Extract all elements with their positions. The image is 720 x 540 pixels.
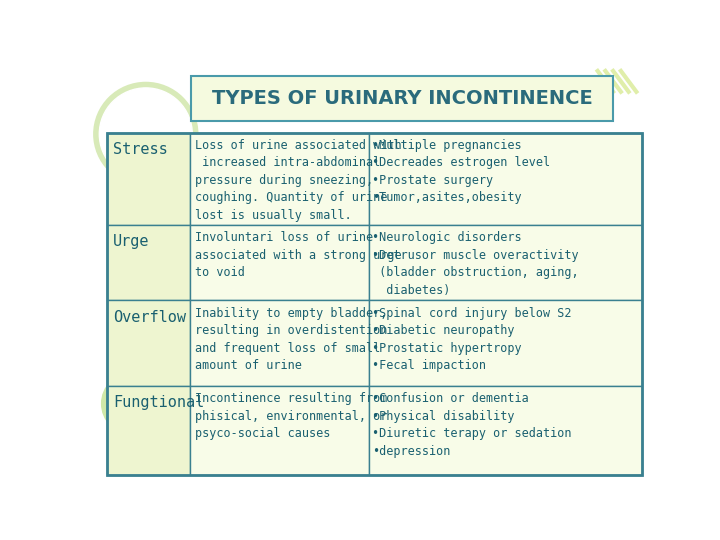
Text: Overflow: Overflow <box>113 310 186 325</box>
Circle shape <box>111 382 154 425</box>
FancyBboxPatch shape <box>107 386 190 475</box>
Text: Loss of urine associated with
 increased intra-abdominal
pressure during sneezin: Loss of urine associated with increased … <box>194 139 401 222</box>
Text: •Multiple pregnancies
•Decreades estrogen level
•Prostate surgery
•Tumor,asites,: •Multiple pregnancies •Decreades estroge… <box>372 139 550 204</box>
FancyBboxPatch shape <box>107 132 190 225</box>
FancyBboxPatch shape <box>190 225 369 300</box>
Text: •Neurologic disorders
•Detrusor muscle overactivity
 (bladder obstruction, aging: •Neurologic disorders •Detrusor muscle o… <box>372 231 579 297</box>
Circle shape <box>99 88 192 180</box>
Text: Stress: Stress <box>113 142 168 157</box>
Polygon shape <box>160 177 175 195</box>
FancyBboxPatch shape <box>369 386 642 475</box>
Circle shape <box>102 373 163 434</box>
Text: •Confusion or dementia
•Physical disability
•Diuretic terapy or sedation
•depres: •Confusion or dementia •Physical disabil… <box>372 392 572 458</box>
FancyBboxPatch shape <box>191 76 613 121</box>
FancyBboxPatch shape <box>369 300 642 386</box>
Text: TYPES OF URINARY INCONTINENCE: TYPES OF URINARY INCONTINENCE <box>212 89 593 108</box>
FancyBboxPatch shape <box>369 225 642 300</box>
Text: Inability to empty bladder,
resulting in overdistention
and frequent loss of sma: Inability to empty bladder, resulting in… <box>194 307 387 372</box>
FancyBboxPatch shape <box>107 225 190 300</box>
FancyBboxPatch shape <box>107 300 190 386</box>
Text: Incontinence resulting from
phisical, environmental, or
psyco-social causes: Incontinence resulting from phisical, en… <box>194 392 387 440</box>
Circle shape <box>93 82 199 186</box>
Text: Involuntari loss of urine
associated with a strong urge
to void: Involuntari loss of urine associated wit… <box>194 231 401 279</box>
Text: Urge: Urge <box>113 234 150 249</box>
Text: •Spinal cord injury below S2
•Diabetic neuropathy
•Prostatic hypertropy
•Fecal i: •Spinal cord injury below S2 •Diabetic n… <box>372 307 572 372</box>
FancyBboxPatch shape <box>190 386 369 475</box>
FancyBboxPatch shape <box>190 132 369 225</box>
FancyBboxPatch shape <box>190 300 369 386</box>
FancyBboxPatch shape <box>369 132 642 225</box>
Text: Fungtional: Fungtional <box>113 395 204 410</box>
